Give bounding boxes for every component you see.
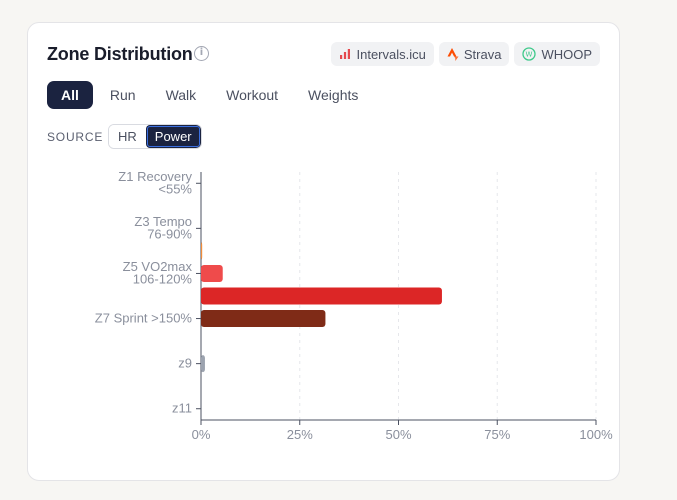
source-hr-button[interactable]: HR bbox=[109, 125, 146, 148]
tab-weights[interactable]: Weights bbox=[308, 87, 359, 103]
x-tick-label: 0% bbox=[192, 427, 211, 442]
activity-tabs: All Run Walk Workout Weights bbox=[47, 81, 371, 109]
zone-bar bbox=[201, 355, 205, 373]
source-badge-whoop[interactable]: W WHOOP bbox=[514, 42, 600, 66]
y-tick-label: z9 bbox=[178, 356, 192, 371]
card-title: Zone Distribution bbox=[47, 44, 193, 64]
tab-all[interactable]: All bbox=[47, 81, 93, 109]
tab-workout[interactable]: Workout bbox=[226, 87, 279, 103]
y-tick-label: Z7 Sprint >150% bbox=[95, 311, 193, 326]
tab-run[interactable]: Run bbox=[109, 87, 136, 103]
y-tick-label: Z3 Tempo bbox=[134, 214, 192, 229]
source-badge-intervals[interactable]: Intervals.icu bbox=[331, 42, 434, 66]
whoop-icon: W bbox=[522, 47, 537, 61]
source-badge-label: WHOOP bbox=[541, 46, 592, 62]
source-badge-strava[interactable]: Strava bbox=[438, 42, 510, 66]
x-tick-label: 75% bbox=[484, 427, 510, 442]
y-tick-label: 106-120% bbox=[133, 272, 193, 287]
y-tick-label: <55% bbox=[158, 182, 192, 197]
info-icon[interactable]: i bbox=[194, 46, 209, 61]
source-toggle: HR Power bbox=[108, 124, 202, 149]
zone-bar bbox=[201, 310, 326, 328]
zone-bar bbox=[201, 287, 442, 305]
x-tick-label: 25% bbox=[287, 427, 313, 442]
y-tick-label: z11 bbox=[172, 401, 192, 416]
y-tick-label: Z1 Recovery bbox=[118, 169, 192, 184]
x-tick-label: 50% bbox=[385, 427, 411, 442]
strava-icon bbox=[447, 47, 459, 61]
source-badge-label: Strava bbox=[463, 46, 502, 62]
source-badge-label: Intervals.icu bbox=[356, 46, 426, 62]
y-tick-label: Z5 VO2max bbox=[123, 259, 193, 274]
data-source-badges: Intervals.icu Strava W WHOOP bbox=[331, 42, 600, 66]
y-tick-label: 76-90% bbox=[147, 227, 192, 242]
tab-walk[interactable]: Walk bbox=[165, 87, 197, 103]
source-power-button[interactable]: Power bbox=[145, 125, 201, 148]
zone-bar bbox=[201, 242, 203, 260]
x-tick-label: 100% bbox=[579, 427, 613, 442]
svg-text:W: W bbox=[526, 51, 533, 59]
zone-distribution-card: Zone Distribution i Intervals.icu Strava… bbox=[27, 22, 620, 481]
source-label: SOURCE bbox=[47, 130, 104, 144]
zone-bar bbox=[201, 264, 223, 282]
bar-chart-icon bbox=[340, 49, 351, 59]
